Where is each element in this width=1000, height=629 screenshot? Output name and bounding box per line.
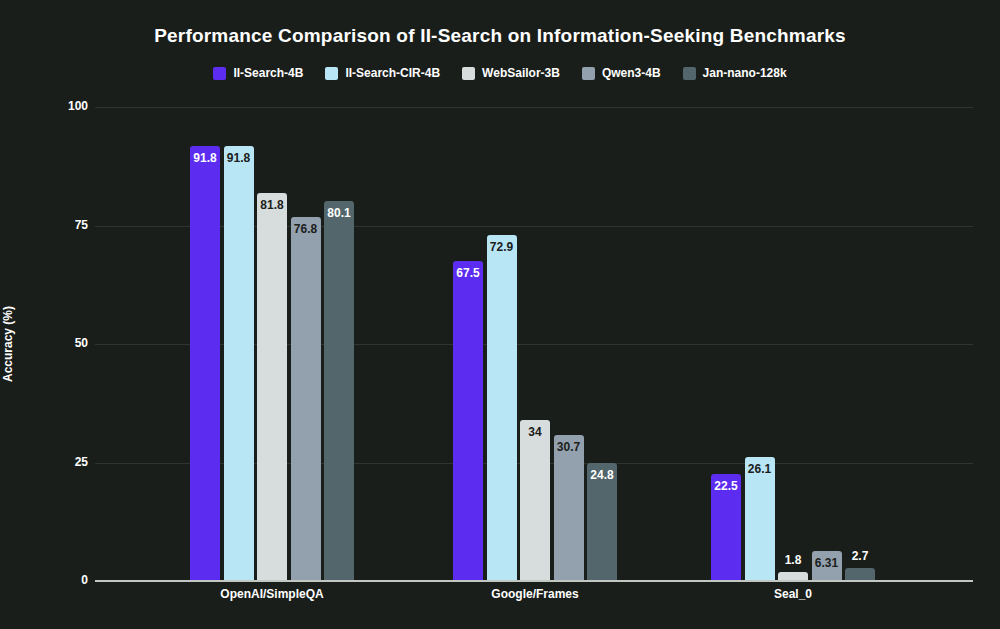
- bar-II-Search-4B-OpenAI/SimpleQA: [190, 146, 220, 581]
- legend-label: II-Search-CIR-4B: [345, 66, 440, 80]
- bar-value-label: 67.5: [446, 266, 490, 280]
- bar-Qwen3-4B-Google/Frames: [554, 435, 584, 581]
- bar-value-label: 91.8: [217, 151, 261, 165]
- bar-value-label: 24.8: [580, 468, 624, 482]
- bar-value-label: 22.5: [704, 479, 748, 493]
- bar-II-Search-CIR-4B-Google/Frames: [487, 235, 517, 581]
- y-axis-title: Accuracy (%): [1, 289, 15, 399]
- chart-title: Performance Comparison of II-Search on I…: [0, 25, 1000, 47]
- legend-label: II-Search-4B: [233, 66, 303, 80]
- legend-item: II-Search-4B: [213, 66, 303, 80]
- bar-value-label: 2.7: [838, 549, 882, 563]
- legend-item: II-Search-CIR-4B: [325, 66, 440, 80]
- x-category-label: Google/Frames: [425, 587, 645, 601]
- legend-item: WebSailor-3B: [462, 66, 560, 80]
- x-axis-line: [95, 580, 973, 582]
- legend-swatch-icon: [462, 67, 475, 80]
- legend: II-Search-4B II-Search-CIR-4B WebSailor-3B…: [0, 66, 1000, 80]
- bar-value-label: 26.1: [738, 462, 782, 476]
- legend-label: Qwen3-4B: [602, 66, 661, 80]
- legend-label: WebSailor-3B: [482, 66, 560, 80]
- legend-swatch-icon: [325, 67, 338, 80]
- bar-WebSailor-3B-Google/Frames: [520, 420, 550, 581]
- bar-II-Search-CIR-4B-OpenAI/SimpleQA: [224, 146, 254, 581]
- y-tick-label: 0: [40, 573, 88, 587]
- legend-label: Jan-nano-128k: [703, 66, 787, 80]
- y-tick-label: 75: [40, 218, 88, 232]
- bar-value-label: 76.8: [284, 222, 328, 236]
- y-tick-label: 25: [40, 455, 88, 469]
- legend-swatch-icon: [213, 67, 226, 80]
- gridline: [95, 107, 973, 108]
- bar-WebSailor-3B-OpenAI/SimpleQA: [257, 193, 287, 581]
- legend-swatch-icon: [582, 67, 595, 80]
- bar-value-label: 80.1: [317, 206, 361, 220]
- x-category-label: Seal_0: [683, 587, 903, 601]
- bar-chart: Performance Comparison of II-Search on I…: [0, 0, 1000, 629]
- plot-area: 91.891.881.876.880.167.572.93430.724.822…: [95, 107, 973, 581]
- bar-value-label: 34: [513, 425, 557, 439]
- bar-Jan-nano-128k-OpenAI/SimpleQA: [324, 201, 354, 581]
- bar-value-label: 72.9: [480, 240, 524, 254]
- bar-value-label: 81.8: [250, 198, 294, 212]
- bar-II-Search-4B-Google/Frames: [453, 261, 483, 581]
- y-tick-label: 100: [40, 99, 88, 113]
- bar-Qwen3-4B-OpenAI/SimpleQA: [291, 217, 321, 581]
- legend-item: Jan-nano-128k: [683, 66, 787, 80]
- legend-item: Qwen3-4B: [582, 66, 661, 80]
- legend-swatch-icon: [683, 67, 696, 80]
- y-tick-label: 50: [40, 336, 88, 350]
- x-category-label: OpenAI/SimpleQA: [162, 587, 382, 601]
- bar-value-label: 30.7: [547, 440, 591, 454]
